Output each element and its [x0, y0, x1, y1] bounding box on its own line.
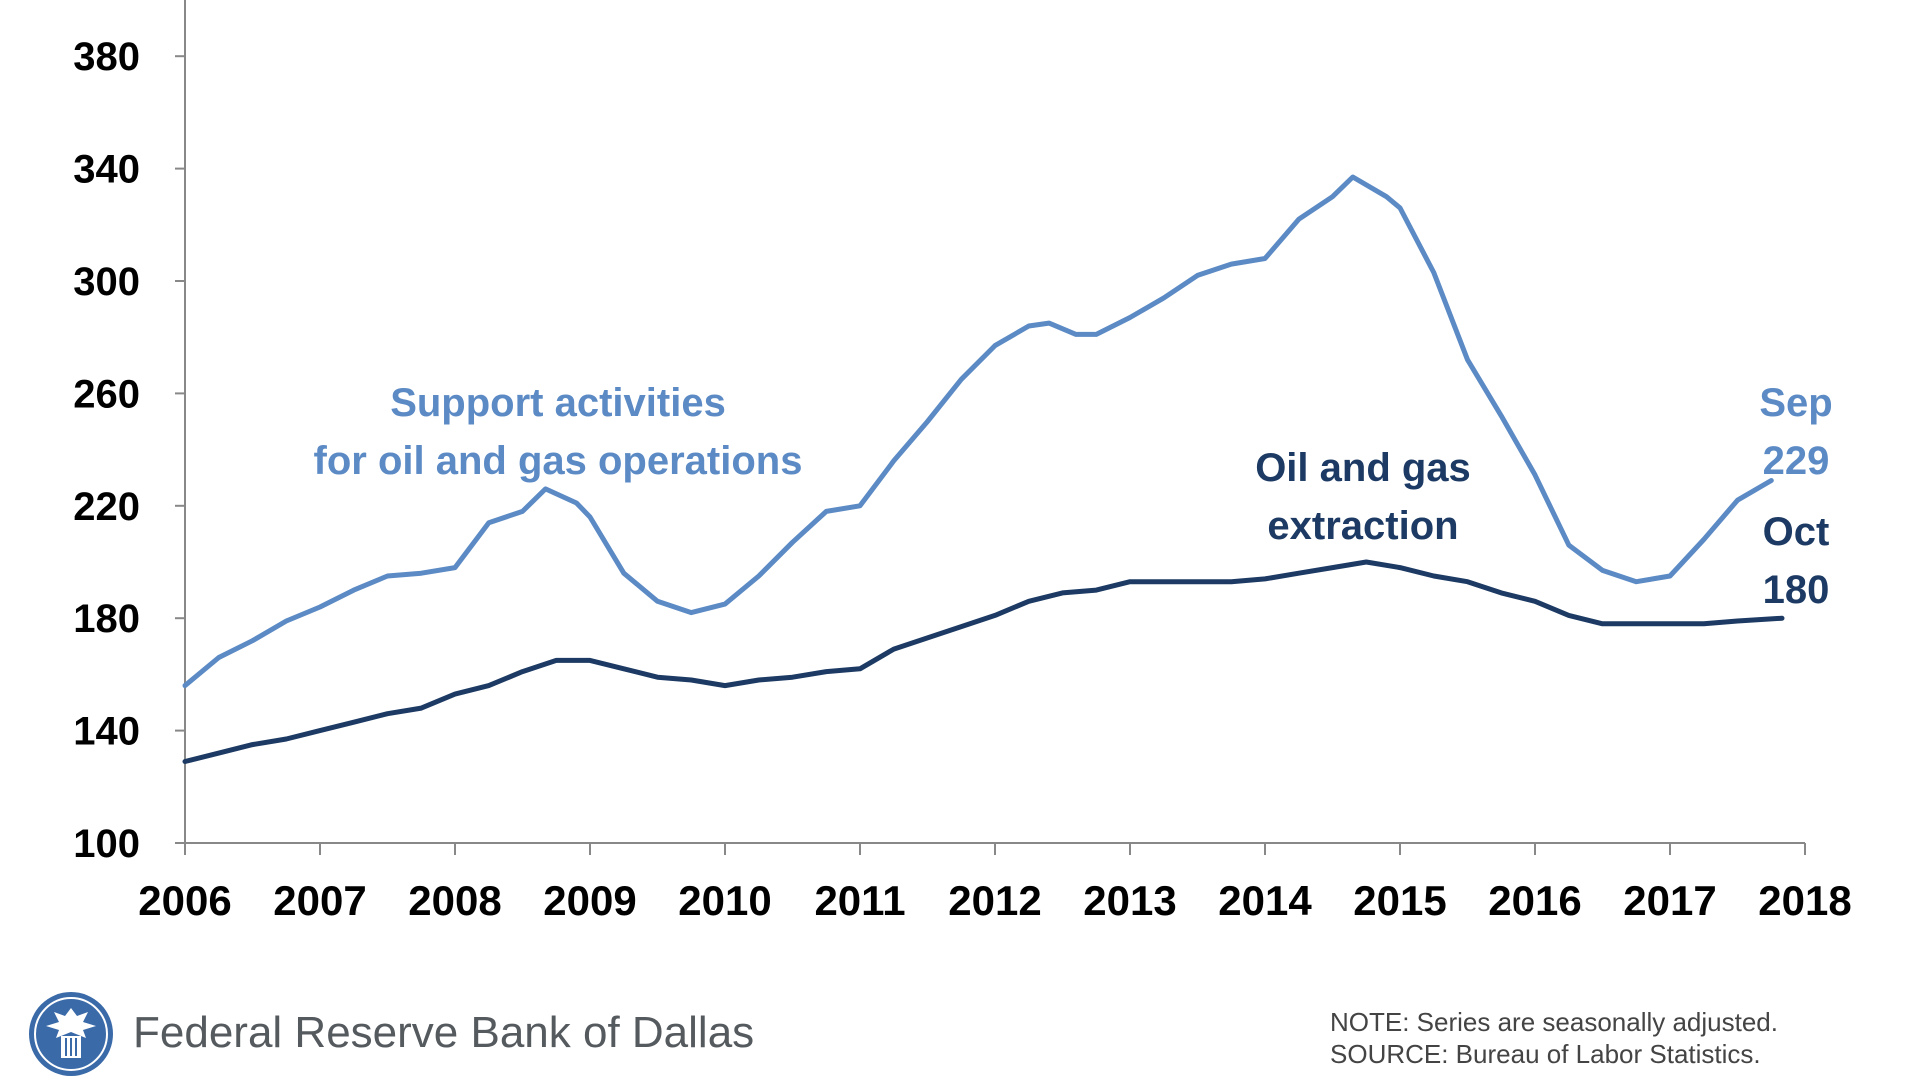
series-label: Oil and gas [1255, 446, 1471, 490]
series-label: Support activities [390, 381, 726, 425]
source-text: SOURCE: Bureau of Labor Statistics. [1330, 1039, 1761, 1069]
x-tick-label: 2007 [273, 877, 366, 924]
x-tick-label: 2014 [1218, 877, 1312, 924]
x-tick-label: 2012 [948, 877, 1041, 924]
x-tick-label: 2017 [1623, 877, 1716, 924]
series-lines [182, 174, 1785, 764]
end-label-month: Oct [1763, 510, 1830, 554]
series-label: for oil and gas operations [314, 439, 803, 483]
end-label-month: Sep [1759, 381, 1832, 425]
series-line-oil-gas-extraction [182, 559, 1785, 764]
x-tick-label: 2016 [1488, 877, 1581, 924]
x-axis: 2006 2007 2008 2009 2010 2011 2012 2013 2014 2015… [138, 842, 1852, 924]
y-tick-label: 300 [73, 260, 140, 304]
organization-name: Federal Reserve Bank of Dallas [133, 1008, 755, 1057]
end-label-value: 229 [1763, 439, 1830, 483]
x-tick-label: 2008 [408, 877, 501, 924]
note-text: NOTE: Series are seasonally adjusted. [1330, 1007, 1778, 1037]
x-tick-label: 2013 [1083, 877, 1176, 924]
y-tick-label: 140 [73, 710, 140, 754]
series-line-support-activities [182, 174, 1774, 689]
y-tick-label: 380 [73, 35, 140, 79]
y-tick-label: 100 [73, 822, 140, 866]
y-tick-label: 260 [73, 372, 140, 416]
y-axis: 100 140 180 220 260 300 340 380 [73, 0, 186, 866]
source-note: NOTE: Series are seasonally adjusted. SO… [1330, 1006, 1778, 1070]
x-tick-label: 2011 [814, 877, 905, 924]
y-tick-label: 180 [73, 597, 140, 641]
x-tick-label: 2015 [1353, 877, 1446, 924]
series-label: extraction [1267, 504, 1458, 548]
y-tick-label: 220 [73, 485, 140, 529]
x-tick-label: 2006 [138, 877, 231, 924]
x-tick-label: 2018 [1758, 877, 1851, 924]
annotations: Support activities for oil and gas operat… [314, 381, 1833, 612]
x-tick-label: 2009 [543, 877, 636, 924]
x-tick-label: 2010 [678, 877, 771, 924]
federal-reserve-eagle-seal-icon [29, 992, 113, 1076]
end-label-value: 180 [1763, 568, 1830, 612]
y-tick-label: 340 [73, 148, 140, 192]
